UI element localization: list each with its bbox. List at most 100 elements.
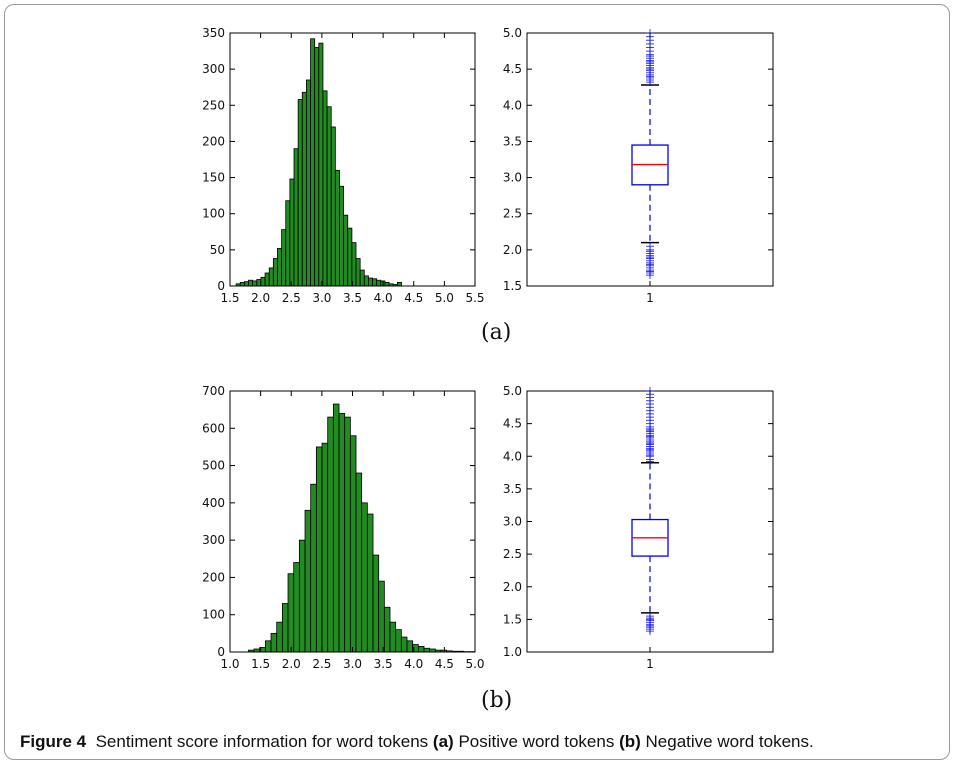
histogram-bar [270,632,278,653]
x-tick-label: 3.5 [374,657,393,671]
histogram-bar [417,646,425,653]
x-tick-label: 3.0 [343,657,362,671]
x-tick-label: 1.5 [251,657,270,671]
panel-label-a: (a) [481,320,512,345]
histogram-bar [281,229,287,287]
histogram-bar [347,227,353,287]
figure-caption: Figure 4 Sentiment score information for… [20,732,814,752]
y-tick-label: 700 [202,384,225,398]
x-tick-label: 1.0 [220,657,239,671]
histogram-bar [355,258,361,287]
histogram-bar [383,606,391,653]
x-tick-label: 1 [646,657,654,671]
histogram-bar [423,647,431,653]
y-tick-label: 2.5 [503,547,522,561]
histogram-bar [339,185,345,287]
caption-label-a: (a) [432,732,454,751]
y-tick-label: 5.0 [503,384,522,398]
x-tick-label: 2.0 [282,657,301,671]
figure-frame [4,4,950,760]
histogram-bar [243,281,249,287]
y-tick-label: 600 [202,421,225,435]
histogram-bar [314,47,320,287]
y-tick-label: 100 [202,207,225,221]
histogram-bar [252,280,258,287]
x-tick-label: 2.5 [312,657,331,671]
caption-figure-number: Figure 4 [20,732,87,751]
y-tick-label: 300 [202,533,225,547]
histogram-bar [361,502,368,653]
histogram-bar [363,275,369,287]
histogram-bar [372,278,378,287]
x-tick-label: 2.5 [282,291,301,305]
histogram-bar [372,554,380,653]
y-tick-label: 200 [202,134,225,148]
histogram-bar [268,267,274,287]
y-tick-label: 4.0 [503,98,522,112]
x-tick-label: 4.5 [435,657,454,671]
histogram-bar [239,281,245,287]
histogram-bar [260,276,266,287]
histogram-bar [272,258,278,287]
x-tick-label: 4.5 [404,291,423,305]
y-tick-label: 4.5 [503,62,522,76]
y-tick-label: 2.0 [503,580,522,594]
x-tick-label: 1 [646,291,654,305]
y-tick-label: 400 [202,496,225,510]
y-tick-label: 2.5 [503,207,522,221]
x-tick-label: 4.0 [404,657,423,671]
y-tick-label: 3.0 [503,171,522,185]
x-tick-label: 2.0 [251,291,270,305]
histogram-bar [248,279,254,287]
histogram-bar [293,148,299,287]
histogram-bar [351,242,357,287]
histogram-bar [406,640,414,653]
histogram-bar [287,573,295,653]
histogram-bar [349,435,357,653]
x-tick-label: 5.0 [435,291,454,305]
y-tick-label: 100 [202,608,225,622]
y-tick-label: 4.0 [503,449,522,463]
histogram-bar [395,629,402,653]
y-tick-label: 3.5 [503,482,522,496]
y-tick-label: 1.0 [503,645,522,659]
histogram-bar [322,90,328,287]
caption-text-2: Positive word tokens [458,732,615,751]
x-tick-label: 5.0 [465,657,484,671]
histogram-bar [355,472,363,653]
y-tick-label: 1.5 [503,279,522,293]
histogram-bar [368,277,373,287]
histogram-bar [338,412,346,653]
x-tick-label: 4.0 [374,291,393,305]
x-tick-label: 1.5 [220,291,239,305]
histogram-bar [293,562,300,653]
y-tick-label: 0 [217,645,225,659]
histogram-bar [326,106,332,287]
histogram-bar [389,621,397,653]
histogram-bar [332,403,340,653]
histogram-bar [264,272,270,287]
panel-label-b: (b) [481,688,513,713]
histogram-bar [281,603,289,653]
y-tick-label: 0 [217,279,225,293]
histogram-bar [277,248,283,287]
histogram-bar [330,126,336,287]
outlier-point [646,627,654,636]
y-tick-label: 50 [210,243,225,257]
y-tick-label: 1.5 [503,612,522,626]
histogram-bar [321,442,329,653]
histogram-bar [344,416,351,653]
caption-label-b: (b) [619,732,641,751]
x-tick-label: 3.0 [312,291,331,305]
histogram-bar [359,269,365,287]
x-tick-label: 3.5 [343,291,362,305]
y-tick-label: 200 [202,570,225,584]
histogram-bar [310,38,316,287]
histogram-bar [289,178,295,287]
histogram-bar [378,580,385,653]
histogram-bar [297,99,303,287]
y-tick-label: 500 [202,459,225,473]
histogram-bar [298,539,306,653]
histogram-bar [315,446,323,653]
